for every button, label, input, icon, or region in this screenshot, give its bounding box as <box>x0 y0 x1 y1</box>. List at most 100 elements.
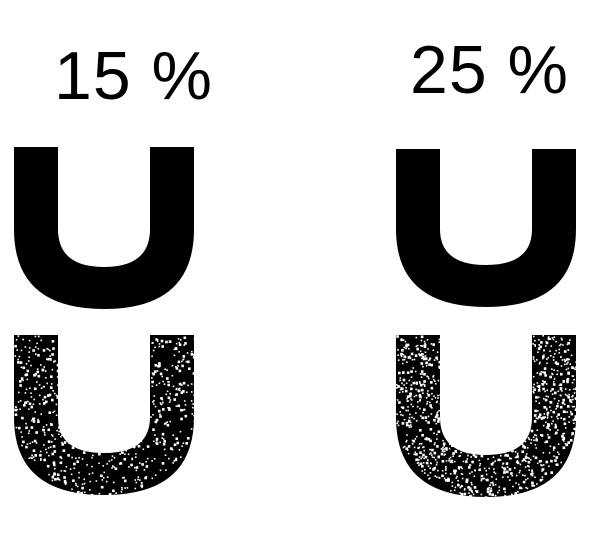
noise-pixel <box>451 481 454 484</box>
noise-pixel <box>445 447 448 450</box>
noise-pixel <box>410 398 412 400</box>
noise-pixel <box>164 422 167 425</box>
noise-pixel <box>575 387 576 390</box>
noise-pixel <box>468 464 471 466</box>
noise-pixel <box>460 492 464 496</box>
noise-pixel <box>550 355 552 357</box>
noise-pixel <box>426 401 429 403</box>
noise-pixel <box>407 409 409 412</box>
noise-pixel <box>571 432 574 435</box>
noise-pixel <box>554 392 557 394</box>
noise-pixel <box>131 457 133 460</box>
noise-pixel <box>396 413 398 415</box>
noise-pixel <box>399 377 402 379</box>
noise-pixel <box>437 469 439 472</box>
noise-pixel <box>23 404 25 406</box>
noise-pixel <box>568 416 570 418</box>
noise-pixel <box>449 456 452 459</box>
noise-pixel <box>408 419 411 423</box>
noise-pixel <box>47 357 50 361</box>
noise-pixel <box>187 360 190 364</box>
noise-pixel <box>471 489 473 492</box>
noise-pixel <box>492 481 494 484</box>
noise-pixel <box>154 370 157 373</box>
noise-pixel <box>459 492 461 494</box>
noise-pixel <box>18 391 20 394</box>
noise-pixel <box>53 464 56 467</box>
noise-pixel <box>158 343 161 345</box>
noise-pixel <box>60 457 63 460</box>
noise-pixel <box>112 489 115 493</box>
noise-pixel <box>172 462 174 464</box>
noise-pixel <box>163 423 166 425</box>
noise-pixel <box>556 451 559 453</box>
noise-pixel <box>540 341 543 344</box>
noise-pixel <box>55 394 58 397</box>
noise-pixel <box>532 390 535 393</box>
noise-pixel <box>57 384 59 386</box>
noise-pixel <box>543 398 545 400</box>
noise-pixel <box>537 351 539 353</box>
noise-pixel <box>185 442 188 445</box>
noise-pixel <box>516 460 519 462</box>
noise-pixel <box>426 403 428 405</box>
noise-pixel <box>492 483 494 485</box>
noise-pixel <box>445 466 447 468</box>
noise-pixel <box>494 472 497 475</box>
noise-pixel <box>436 433 438 436</box>
noise-pixel <box>405 447 409 450</box>
noise-pixel <box>50 423 53 426</box>
noise-pixel <box>162 438 165 440</box>
noise-pixel <box>535 437 538 440</box>
noise-pixel <box>545 383 548 385</box>
noise-pixel <box>39 403 41 405</box>
noise-pixel <box>467 454 469 457</box>
noise-pixel <box>440 452 444 456</box>
noise-pixel <box>178 449 181 451</box>
noise-pixel <box>494 483 497 486</box>
noise-pixel <box>536 382 539 384</box>
noise-pixel <box>438 418 440 421</box>
noise-pixel <box>557 413 560 416</box>
noise-pixel <box>407 452 410 455</box>
noise-pixel <box>409 394 412 398</box>
noise-pixel <box>65 437 68 439</box>
noise-pixel <box>151 377 153 379</box>
noise-pixel <box>165 393 168 396</box>
noise-pixel <box>445 467 447 470</box>
noise-pixel <box>22 366 26 370</box>
noise-pixel <box>560 461 562 464</box>
noise-pixel <box>91 472 94 474</box>
noise-pixel <box>32 449 36 452</box>
noise-pixel <box>480 493 483 496</box>
noise-pixel <box>560 365 563 367</box>
noise-pixel <box>114 467 118 471</box>
noise-pixel <box>560 372 563 376</box>
noise-pixel <box>424 472 426 474</box>
noise-pixel <box>551 388 554 391</box>
noise-pixel <box>571 375 574 377</box>
noise-pixel <box>404 340 407 343</box>
noise-pixel <box>413 446 416 449</box>
noise-pixel <box>158 364 161 367</box>
noise-pixel <box>566 394 569 397</box>
noise-pixel <box>562 410 566 413</box>
noise-pixel <box>76 460 79 463</box>
noise-pixel <box>75 457 77 460</box>
noise-pixel <box>421 433 424 437</box>
noise-pixel <box>519 463 522 466</box>
noise-pixel <box>505 462 509 465</box>
noise-pixel <box>558 348 560 351</box>
noise-pixel <box>53 473 56 476</box>
noise-pixel <box>573 378 575 381</box>
noise-pixel <box>558 352 561 354</box>
noise-pixel <box>188 367 191 370</box>
noise-pixel <box>567 349 569 351</box>
noise-pixel <box>526 477 529 480</box>
noise-pixel <box>425 364 428 367</box>
noise-pixel <box>423 449 425 452</box>
noise-pixel <box>534 345 536 347</box>
noise-pixel <box>552 356 555 358</box>
noise-pixel <box>140 484 144 487</box>
noise-pixel <box>40 339 42 342</box>
